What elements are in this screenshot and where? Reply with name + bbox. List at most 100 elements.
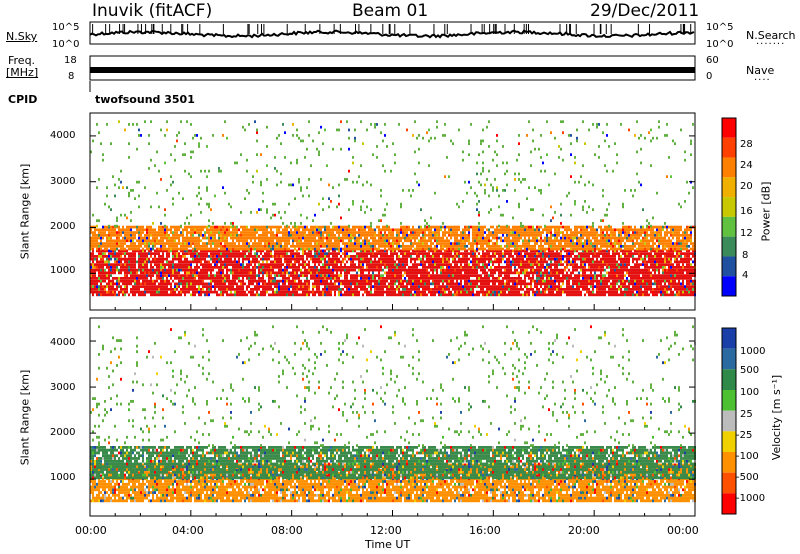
power-pixel [336,228,338,232]
power-pixel [346,293,348,297]
power-pixel [294,252,296,255]
power-pixel [392,242,394,245]
power-pixel [476,194,478,198]
power-pixel [98,271,100,275]
power-pixel [296,274,298,277]
power-pixel [306,282,308,286]
power-pixel [122,225,124,229]
power-pixel [450,252,452,255]
power-pixel [94,231,96,234]
power-pixel [348,293,350,297]
power-pixel [350,263,352,266]
power-pixel [352,242,354,245]
power-pixel [158,231,160,234]
power-pixel [216,266,218,269]
power-pixel [292,274,294,277]
power-pixel [292,268,294,272]
power-pixel [482,271,484,275]
power-pixel [354,290,356,294]
power-pixel [208,293,210,297]
power-pixel [376,279,378,283]
power-pixel [328,257,330,261]
power-pixel [294,236,296,240]
power-pixel [246,247,248,251]
power-pixel [380,231,382,234]
power-pixel [386,260,388,264]
power-pixel [156,293,158,297]
power-pixel [224,277,226,280]
power-pixel [474,233,476,237]
power-pixel [444,288,446,291]
power-pixel [268,255,270,258]
power-pixel [276,136,278,140]
power-pixel [440,239,442,243]
power-pixel [446,257,448,261]
power-pixel [304,288,306,291]
power-pixel [262,191,264,195]
power-pixel [450,274,452,277]
power-pixel [208,285,210,288]
power-pixel [232,233,234,237]
power-pixel [250,249,252,253]
power-pixel [118,249,120,253]
power-pixel [190,123,192,126]
power-pixel [460,244,462,248]
power-pixel [298,231,300,234]
power-pixel [274,202,276,206]
power-pixel [242,277,244,280]
power-pixel [458,244,460,248]
power-pixel [418,233,420,237]
power-pixel [286,239,288,243]
power-pixel [446,271,448,275]
power-pixel [340,290,342,294]
power-pixel [162,228,164,232]
power-pixel [478,180,480,184]
power-pixel [138,249,140,253]
power-pixel [392,244,394,248]
power-pixel [214,288,216,291]
power-pixel [152,257,154,261]
power-pixel [296,244,298,248]
power-pixel [380,242,382,245]
power-pixel [404,279,406,283]
power-pixel [110,279,112,283]
power-pixel [198,274,200,277]
power-pixel [218,260,220,264]
power-pixel [166,263,168,266]
power-pixel [434,288,436,291]
power-pixel [182,274,184,277]
power-pixel [182,282,184,286]
power-pixel [270,249,272,253]
power-pixel [332,268,334,272]
power-pixel [458,225,460,229]
power-pixel [138,242,140,245]
power-pixel [136,239,138,243]
power-pixel [316,257,318,261]
power-pixel [176,249,178,253]
power-pixel [402,288,404,291]
power-pixel [398,277,400,280]
power-pixel [94,274,96,277]
power-pixel [326,290,328,294]
power-pixel [408,239,410,243]
power-pixel [272,290,274,294]
power-pixel [376,266,378,269]
power-pixel [476,239,478,243]
power-pixel [216,231,218,234]
power-pixel [310,277,312,280]
power-pixel [390,268,392,272]
power-pixel [268,244,270,248]
power-pixel [424,285,426,288]
power-pixel [108,231,110,234]
power-pixel [476,257,478,261]
power-pixel [362,260,364,264]
power-pixel [386,263,388,266]
power-pixel [486,271,488,275]
power-pixel [304,242,306,245]
power-pixel [368,271,370,275]
power-pixel [304,225,306,229]
power-pixel [406,288,408,291]
power-pixel [162,225,164,229]
power-pixel [178,293,180,297]
power-pixel [298,252,300,255]
